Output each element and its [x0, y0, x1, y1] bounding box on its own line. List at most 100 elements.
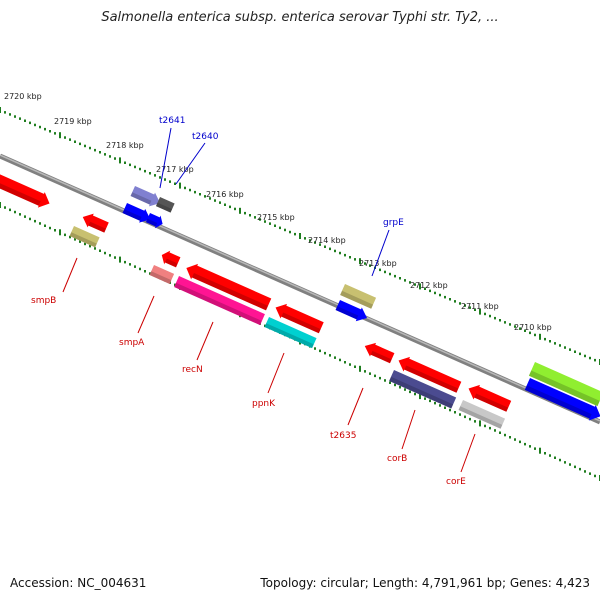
gene-arrow: [186, 263, 272, 311]
gene-arrow-shade: [340, 290, 374, 309]
minor-tick: [409, 281, 411, 284]
minor-tick: [354, 258, 356, 261]
gene-arrow-shade: [458, 406, 503, 429]
minor-tick: [529, 445, 531, 448]
tick-label: 2712 kbp: [410, 281, 448, 290]
minor-tick: [574, 350, 576, 353]
minor-tick: [259, 218, 261, 221]
minor-tick: [494, 429, 496, 432]
minor-tick: [54, 229, 56, 232]
minor-tick: [554, 456, 556, 459]
minor-tick: [319, 243, 321, 246]
minor-tick: [99, 151, 101, 154]
minor-tick: [274, 224, 276, 227]
minor-tick: [324, 245, 326, 248]
label-connector: [267, 352, 285, 394]
minor-tick: [379, 268, 381, 272]
gene-arrow-shade: [370, 350, 392, 364]
gene-arrow: [340, 284, 377, 309]
minor-tick: [309, 239, 311, 242]
minor-tick: [369, 372, 371, 375]
major-tick: [0, 107, 1, 113]
minor-tick: [4, 111, 6, 114]
gene-arrow-shade: [0, 177, 41, 206]
gene-arrow-shade: [122, 209, 142, 221]
minor-tick: [374, 374, 376, 378]
gene-arrow: [528, 362, 600, 407]
minor-tick: [104, 251, 106, 255]
major-tick: [119, 157, 121, 164]
minor-tick: [514, 438, 516, 441]
minor-tick: [409, 390, 411, 394]
minor-tick: [459, 413, 461, 416]
gene-arrow-shade: [155, 202, 173, 213]
gene-arrow-shade: [404, 365, 459, 393]
minor-tick: [344, 361, 346, 364]
label-connector: [62, 257, 78, 293]
gene-label-corE: corE: [446, 477, 466, 487]
gene-arrow: [130, 186, 161, 207]
minor-tick: [34, 219, 36, 223]
map-title: Salmonella enterica subsp. enterica sero…: [101, 10, 499, 25]
label-connector: [347, 387, 364, 426]
minor-tick: [549, 340, 551, 343]
minor-tick: [519, 327, 521, 330]
minor-tick: [99, 249, 101, 252]
minor-tick: [574, 465, 576, 469]
gene-feature: [528, 362, 600, 407]
minor-tick: [329, 354, 331, 357]
minor-tick: [134, 165, 136, 169]
gene-label-t2641: t2641: [159, 116, 185, 126]
gene-feature: [468, 384, 512, 412]
gene-arrow-shade: [145, 218, 158, 227]
gene-arrow: [174, 276, 265, 326]
minor-tick: [434, 291, 436, 295]
minor-tick: [244, 211, 246, 215]
minor-tick: [254, 216, 256, 219]
minor-tick: [594, 358, 596, 362]
gene-arrow: [468, 384, 512, 412]
minor-tick: [44, 224, 46, 227]
minor-tick: [464, 415, 466, 419]
minor-tick: [174, 182, 176, 185]
minor-tick: [124, 161, 126, 164]
gene-arrow-shade: [174, 282, 262, 326]
gene-feature: [161, 250, 181, 268]
gene-feature: [69, 226, 100, 248]
label-connector: [175, 142, 206, 185]
outer-tick-track: [0, 107, 600, 365]
minor-tick: [524, 329, 526, 332]
gene-arrow: [364, 342, 395, 364]
minor-tick: [279, 226, 281, 230]
minor-tick: [434, 401, 436, 405]
gene-arrow: [69, 226, 100, 248]
minor-tick: [89, 244, 91, 248]
minor-tick: [524, 442, 526, 446]
minor-tick: [329, 247, 331, 251]
gene-feature: [398, 356, 462, 393]
minor-tick: [109, 254, 111, 257]
minor-tick: [64, 136, 66, 139]
major-tick: [479, 308, 481, 315]
minor-tick: [9, 208, 11, 212]
minor-tick: [504, 433, 506, 437]
minor-tick: [129, 163, 131, 167]
tick-label: 2719 kbp: [54, 117, 92, 126]
minor-tick: [69, 235, 71, 239]
minor-tick: [114, 157, 116, 160]
minor-tick: [284, 228, 286, 232]
minor-tick: [469, 306, 471, 309]
minor-tick: [334, 356, 336, 359]
minor-tick: [144, 270, 146, 273]
gene-feature: [130, 186, 161, 207]
minor-tick: [399, 277, 401, 280]
major-tick: [359, 365, 361, 372]
minor-tick: [414, 283, 416, 286]
minor-tick: [424, 397, 426, 400]
major-tick: [239, 207, 241, 214]
gene-feature: [186, 263, 272, 311]
minor-tick: [139, 267, 141, 271]
minor-tick: [84, 242, 86, 246]
minor-tick: [544, 452, 546, 455]
minor-tick: [534, 333, 536, 337]
